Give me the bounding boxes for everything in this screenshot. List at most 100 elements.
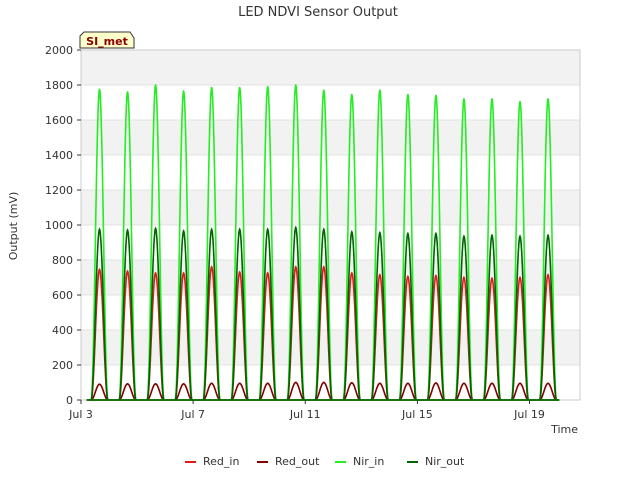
data-point — [238, 86, 241, 89]
data-point — [98, 88, 101, 91]
data-point — [435, 382, 437, 384]
data-point — [350, 381, 353, 384]
data-point — [210, 86, 213, 89]
y-tick-label: 1000 — [45, 219, 73, 232]
data-point — [519, 235, 521, 238]
data-point — [406, 232, 409, 235]
y-tick-label: 1600 — [45, 114, 73, 127]
data-point — [238, 228, 241, 231]
data-point — [547, 382, 549, 385]
data-point — [463, 276, 465, 279]
data-point — [350, 231, 353, 233]
data-point — [491, 98, 493, 100]
data-point — [435, 274, 437, 277]
series-line-red-out — [86, 381, 560, 401]
chart-title: LED NDVI Sensor Output — [238, 5, 398, 20]
data-point — [98, 383, 101, 386]
legend-item: Nir_out — [407, 455, 465, 468]
y-tick-label: 200 — [52, 359, 73, 372]
y-tick-label: 2000 — [45, 44, 73, 57]
data-point — [547, 98, 549, 100]
y-tick-label: 600 — [52, 289, 73, 302]
data-point — [294, 226, 297, 229]
y-tick-label: 800 — [52, 254, 73, 267]
data-point — [378, 273, 381, 276]
data-point — [378, 231, 381, 234]
data-point — [154, 272, 157, 275]
data-point — [182, 230, 185, 233]
data-point — [491, 234, 493, 237]
data-point — [435, 94, 437, 97]
data-point — [547, 234, 549, 237]
data-point — [182, 383, 185, 385]
data-point — [322, 381, 325, 384]
site-badge-label: SI_met — [86, 35, 128, 48]
legend-label: Nir_in — [353, 455, 384, 468]
data-point — [519, 276, 521, 279]
data-point — [98, 228, 101, 231]
data-point — [98, 268, 101, 271]
data-point — [463, 382, 465, 385]
data-point — [294, 266, 297, 268]
data-point — [266, 85, 269, 88]
y-tick-label: 1800 — [45, 79, 73, 92]
data-point — [294, 381, 297, 384]
data-point — [238, 382, 241, 385]
data-point — [491, 382, 493, 385]
data-point — [238, 271, 241, 274]
data-point — [266, 272, 269, 275]
y-tick-label: 1400 — [45, 149, 73, 162]
legend-item: Red_in — [185, 455, 239, 468]
data-point — [126, 383, 129, 385]
data-point — [491, 277, 493, 280]
legend-item: Nir_in — [335, 455, 384, 468]
x-tick-label: Jul 7 — [180, 408, 205, 421]
legend-label: Red_in — [203, 455, 239, 468]
data-point — [266, 228, 269, 231]
data-point — [350, 93, 353, 96]
y-axis-label: Output (mV) — [7, 192, 20, 261]
data-point — [463, 235, 465, 238]
data-point — [350, 272, 353, 275]
data-point — [406, 275, 409, 278]
data-point — [378, 382, 381, 385]
data-point — [266, 382, 269, 385]
data-point — [463, 98, 465, 100]
plot-band — [81, 50, 580, 85]
y-tick-label: 1200 — [45, 184, 73, 197]
data-point — [519, 100, 521, 103]
legend-item: Red_out — [257, 455, 320, 468]
x-tick-label: Jul 3 — [68, 408, 93, 421]
data-point — [182, 90, 185, 93]
site-badge-shape — [79, 31, 135, 49]
data-point — [322, 266, 325, 268]
x-tick-label: Jul 19 — [513, 408, 545, 421]
data-point — [126, 270, 129, 273]
data-point — [210, 382, 213, 385]
data-point — [154, 383, 157, 385]
y-tick-label: 400 — [52, 324, 73, 337]
y-ticks: 0 200 400 600 800 1000 1200 1400 1600 1800 2000 — [45, 44, 81, 407]
data-point — [322, 89, 325, 92]
series-layer — [86, 84, 560, 401]
data-point — [294, 84, 297, 86]
data-point — [210, 266, 213, 268]
data-point — [126, 91, 129, 93]
x-ticks: Jul 3 Jul 7 Jul 11 Jul 15 Jul 19 — [68, 400, 545, 421]
data-point — [182, 272, 185, 275]
data-point — [406, 382, 409, 385]
site-badge: SI_met — [79, 31, 135, 49]
data-point — [154, 84, 157, 86]
data-point — [322, 228, 325, 231]
y-tick-label: 0 — [66, 394, 73, 407]
x-tick-label: Jul 15 — [401, 408, 433, 421]
data-point — [406, 93, 409, 96]
data-point — [126, 229, 129, 232]
plot-band — [81, 120, 580, 155]
plot-band — [81, 190, 580, 225]
data-point — [435, 232, 437, 235]
data-point — [519, 382, 521, 385]
data-point — [378, 89, 381, 92]
legend: Red_in Red_out Nir_in Nir_out — [185, 455, 465, 468]
